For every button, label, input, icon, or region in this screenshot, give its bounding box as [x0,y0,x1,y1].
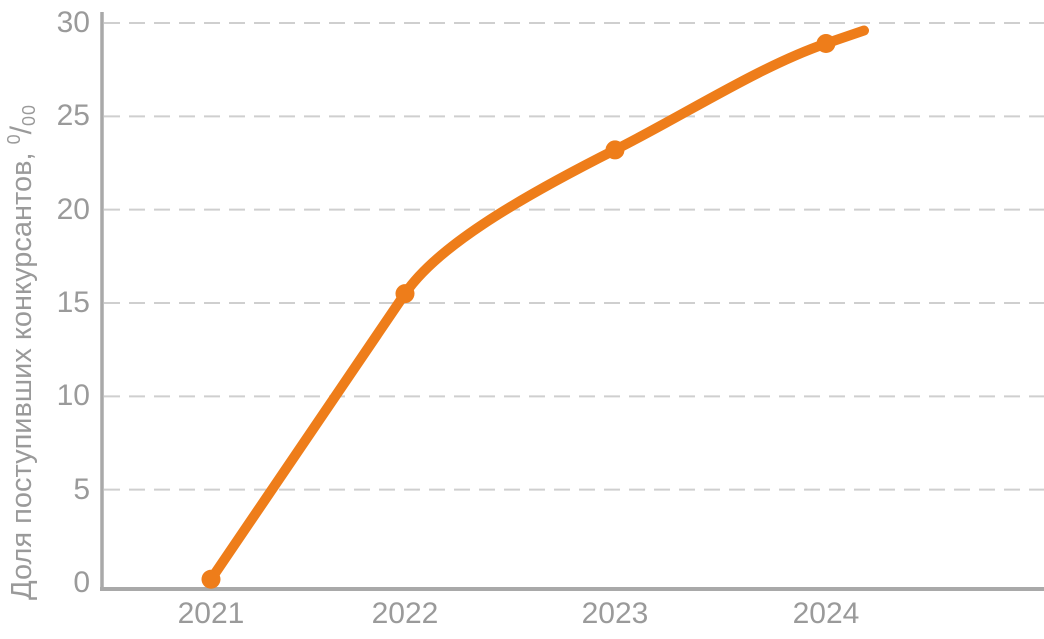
x-tick-label-2021: 2021 [177,597,245,630]
data-point-2023 [605,140,625,160]
unit-superscript: 0 [4,134,24,145]
y-tick-label-10: 10 [56,379,90,413]
data-point-2021 [201,569,221,589]
x-tick-label-2023: 2023 [581,597,649,630]
data-line [206,25,869,585]
y-tick-label-20: 20 [56,192,90,226]
x-tick-label-2024: 2024 [792,597,860,630]
y-tick-label-25: 25 [56,99,90,133]
data-point-2024 [816,34,836,54]
y-axis-label: Доля поступивших конкурсантов, 0/00 [4,104,40,600]
y-tick-label-5: 5 [73,472,90,506]
y-tick-label-30: 30 [56,6,90,39]
x-tick-label-2022: 2022 [371,597,439,630]
data-point-2022 [395,284,415,304]
y-tick-label-15: 15 [56,286,90,319]
y-tick-label-0: 0 [73,566,90,599]
